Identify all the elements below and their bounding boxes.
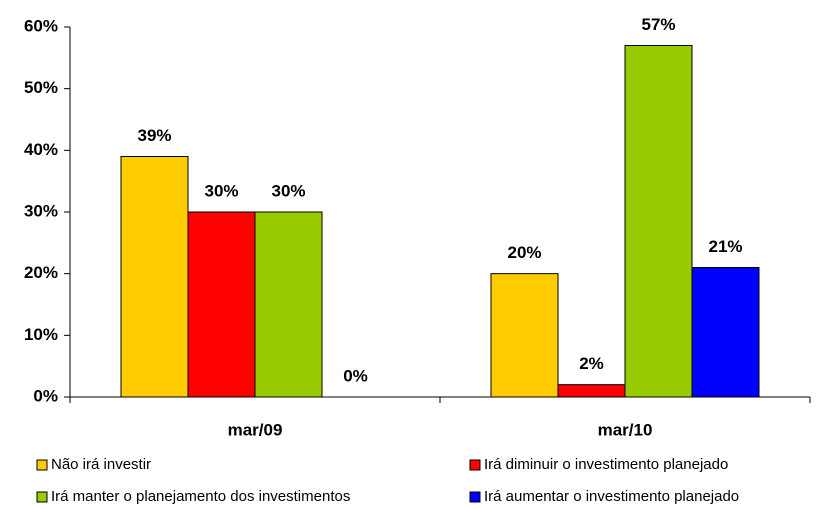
bar <box>187 211 256 398</box>
y-tick-label: 60% <box>24 16 58 35</box>
bar <box>120 156 189 398</box>
bar <box>557 384 626 398</box>
value-label: 57% <box>641 15 675 34</box>
bar <box>691 267 760 398</box>
y-tick-label: 0% <box>33 386 58 405</box>
legend-label: Não irá investir <box>51 456 151 473</box>
value-label: 39% <box>137 126 171 145</box>
x-tick-label: mar/09 <box>228 420 283 439</box>
y-tick-label: 50% <box>24 78 58 97</box>
y-tick-label: 20% <box>24 263 58 282</box>
x-tick-label: mar/10 <box>598 420 653 439</box>
value-label: 2% <box>579 354 604 373</box>
y-tick-label: 10% <box>24 325 58 344</box>
legend-label: Irá diminuir o investimento planejado <box>484 456 728 473</box>
bar <box>624 45 693 398</box>
value-label: 30% <box>271 181 305 200</box>
y-tick-label: 30% <box>24 201 58 220</box>
legend-swatch <box>469 459 481 471</box>
legend-label: Irá aumentar o investimento planejado <box>484 488 739 505</box>
legend-swatch <box>469 491 481 503</box>
legend-swatch <box>36 491 48 503</box>
bar <box>254 211 323 398</box>
bar <box>490 273 559 398</box>
value-label: 21% <box>708 237 742 256</box>
legend-label: Irá manter o planejamento dos investimen… <box>51 488 350 505</box>
legend-swatch <box>36 459 48 471</box>
value-label: 30% <box>204 181 238 200</box>
y-tick-label: 40% <box>24 140 58 159</box>
value-label: 0% <box>343 366 368 385</box>
value-label: 20% <box>507 243 541 262</box>
